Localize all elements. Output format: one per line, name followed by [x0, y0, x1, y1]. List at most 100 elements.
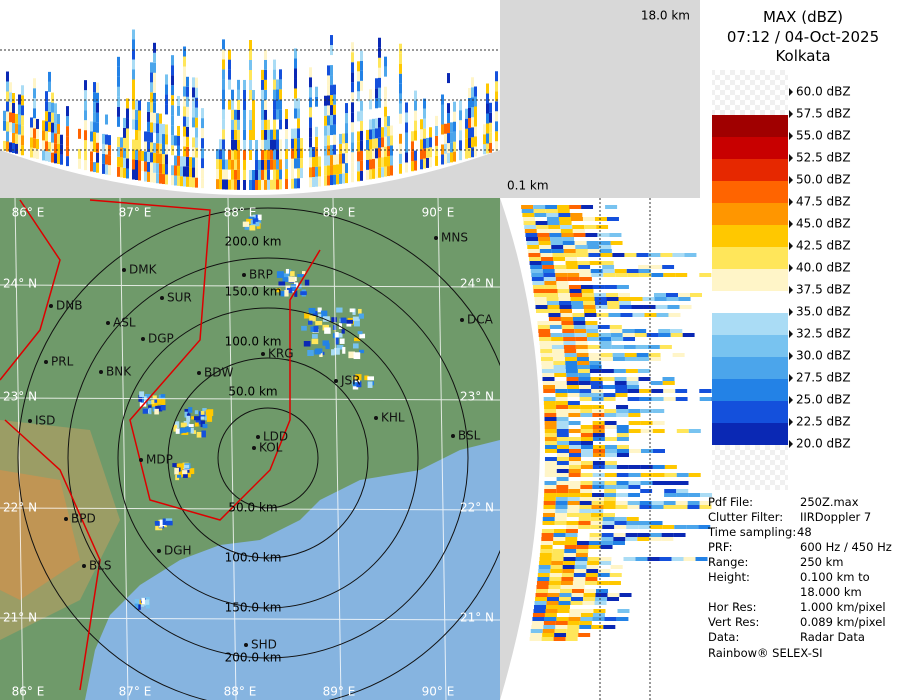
info-key: PRF: [708, 540, 733, 554]
echo-row [614, 521, 627, 525]
echo [242, 221, 250, 227]
echo-column [423, 108, 426, 119]
echo-row [628, 421, 641, 425]
echo-column [351, 72, 354, 83]
echo-column [186, 146, 189, 157]
echo-row [592, 485, 605, 489]
echo-row [575, 557, 588, 561]
echo [141, 598, 145, 605]
echo-column [285, 139, 288, 150]
echo-row [568, 457, 581, 461]
echo-column [381, 167, 384, 178]
echo-row [607, 597, 620, 601]
echo-row [532, 285, 545, 289]
echo-column [249, 49, 252, 60]
parallel [0, 397, 500, 401]
echo-row [575, 249, 588, 253]
echo-row [572, 313, 585, 317]
echo [367, 376, 375, 381]
echo-column [333, 144, 336, 155]
echo-row [544, 421, 557, 425]
echo-row [544, 473, 557, 477]
echo-row [652, 481, 665, 485]
city-marker [44, 360, 48, 364]
echo-column [264, 49, 267, 60]
echo-column [3, 130, 6, 141]
echo-row [546, 601, 559, 605]
echo-column [399, 113, 402, 124]
echo-column [78, 158, 81, 169]
echo-column [84, 150, 87, 161]
echo-column [6, 141, 9, 152]
echo-column [153, 142, 156, 153]
echo-row [574, 329, 587, 333]
echo-row [531, 621, 544, 625]
echo-column [345, 153, 348, 164]
echo-column [60, 134, 63, 145]
echo-row [578, 381, 591, 385]
echo-row [535, 597, 548, 601]
echo-column [333, 94, 336, 105]
echo [192, 430, 197, 434]
echo-row [567, 497, 580, 501]
echo-column [276, 179, 279, 190]
echo-row [664, 465, 677, 469]
echo-column [243, 179, 246, 190]
echo-row [578, 525, 591, 529]
echo [320, 310, 328, 318]
echo-row [556, 441, 569, 445]
range-label: 100.0 km [225, 335, 282, 349]
echo [353, 337, 361, 342]
echo-row [554, 377, 567, 381]
echo-column [171, 55, 174, 66]
echo-column [192, 87, 195, 98]
echo-column [186, 176, 189, 187]
echo-column [228, 169, 231, 180]
echo-column [21, 125, 24, 136]
city-marker [244, 643, 248, 647]
echo-column [30, 147, 33, 158]
echo-column [249, 149, 252, 160]
echo-column [366, 149, 369, 160]
echo-column [444, 123, 447, 134]
echo-row [616, 437, 629, 441]
echo-column [21, 145, 24, 156]
echo [284, 289, 289, 297]
echo-row [568, 421, 581, 425]
echo [315, 320, 323, 326]
echo-column [222, 79, 225, 90]
echo-row [580, 433, 593, 437]
echo-row [556, 617, 569, 621]
echo-row [652, 409, 665, 413]
echo-column [441, 124, 444, 135]
echo-column [33, 128, 36, 139]
echo-row [639, 389, 652, 393]
echo-row [624, 253, 637, 257]
longitude-label: 90° E [422, 206, 455, 220]
echo-column [360, 120, 363, 131]
echo-row [556, 473, 569, 477]
echo-column [255, 149, 258, 160]
info-key: Range: [708, 555, 749, 569]
echo-column [261, 179, 264, 190]
echo-row [630, 297, 643, 301]
echo-column [447, 123, 450, 134]
city-label: ISD [35, 414, 55, 428]
echo-column [351, 132, 354, 143]
echo-row [597, 325, 610, 329]
echo-column [276, 169, 279, 180]
echo-row [562, 333, 575, 337]
echo-column [51, 112, 54, 123]
echo-row [555, 513, 568, 517]
echo-row [544, 433, 557, 437]
echo-column [117, 116, 120, 127]
echo-row [687, 389, 700, 393]
echo-row [590, 265, 603, 269]
city-marker [451, 434, 455, 438]
echo-column [360, 170, 363, 181]
echo-column [105, 124, 108, 135]
echo [152, 395, 157, 400]
echo-column [387, 136, 390, 147]
echo-row [611, 345, 624, 349]
echo-column [195, 97, 198, 108]
